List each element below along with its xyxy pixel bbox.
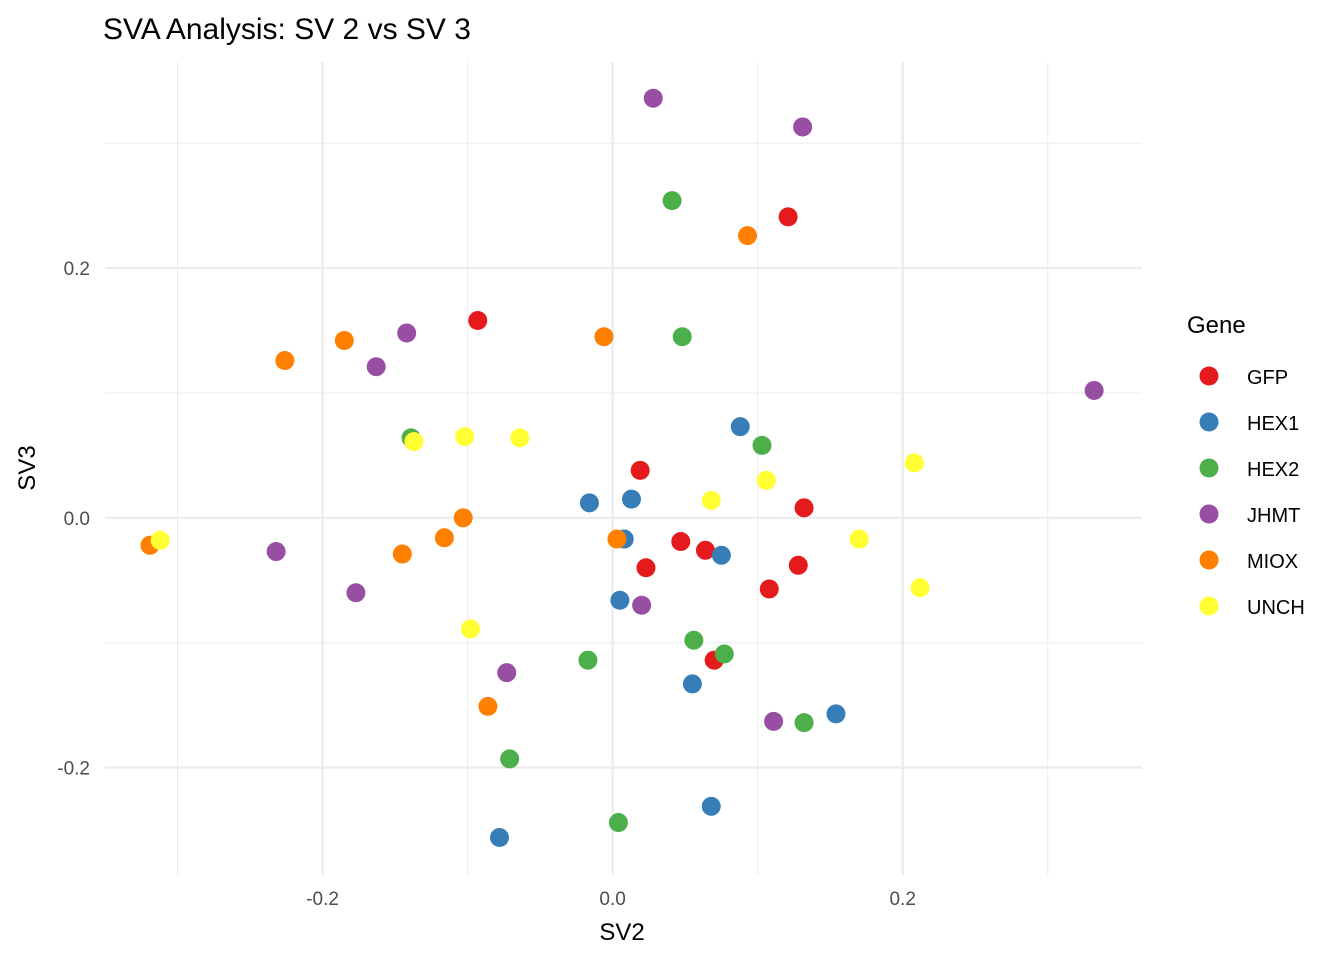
data-point-hex2: [608, 813, 628, 833]
data-point-miox: [334, 330, 354, 350]
data-point-jhmt: [764, 711, 784, 731]
y-tick-label: 0.2: [64, 259, 90, 280]
legend-key-hex1: [1199, 412, 1219, 432]
legend-key-gfp: [1199, 366, 1219, 386]
data-point-hex1: [701, 796, 721, 816]
y-tick-label: 0.0: [64, 509, 90, 530]
data-point-hex2: [714, 644, 734, 664]
data-point-unch: [150, 530, 170, 550]
x-axis-label: SV2: [599, 919, 644, 946]
legend: GFP HEX1 HEX2 JHMT MIOX UNCH: [1199, 366, 1305, 619]
data-point-miox: [453, 508, 473, 528]
data-point-unch: [404, 432, 424, 452]
data-point-unch: [756, 470, 776, 490]
data-point-gfp: [695, 540, 715, 560]
data-point-unch: [701, 490, 721, 510]
data-point-unch: [849, 529, 869, 549]
data-point-miox: [607, 529, 627, 549]
data-point-unch: [460, 619, 480, 639]
data-point-hex1: [730, 417, 750, 437]
y-tick-label: -0.2: [57, 759, 90, 780]
data-point-hex2: [662, 191, 682, 211]
data-point-hex1: [711, 545, 731, 565]
data-point-jhmt: [643, 88, 663, 108]
data-point-hex1: [489, 828, 509, 848]
legend-key-hex2: [1199, 458, 1219, 478]
legend-label: MIOX: [1247, 551, 1298, 573]
data-point-miox: [738, 226, 758, 246]
data-point-gfp: [788, 555, 808, 575]
data-point-jhmt: [266, 542, 286, 562]
data-point-miox: [478, 696, 498, 716]
data-point-hex1: [610, 590, 630, 610]
legend-label: GFP: [1247, 367, 1288, 389]
data-point-hex2: [500, 749, 520, 769]
y-axis-label: SV3: [14, 445, 41, 490]
grid: [105, 62, 1142, 875]
data-point-gfp: [468, 311, 488, 331]
data-point-jhmt: [497, 663, 517, 683]
data-point-unch: [455, 427, 475, 447]
axes: -0.2 0.0 0.2 -0.2 0.0 0.2: [57, 259, 916, 910]
data-point-gfp: [671, 532, 691, 552]
legend-title: Gene: [1187, 312, 1246, 339]
data-point-jhmt: [632, 595, 652, 615]
data-point-jhmt: [397, 323, 417, 343]
data-point-gfp: [630, 460, 650, 480]
data-point-unch: [510, 428, 530, 448]
legend-key-jhmt: [1199, 504, 1219, 524]
data-point-jhmt: [366, 357, 386, 377]
legend-key-miox: [1199, 550, 1219, 570]
data-point-hex2: [752, 435, 772, 455]
chart-title: SVA Analysis: SV 2 vs SV 3: [103, 13, 471, 46]
data-point-hex2: [794, 713, 814, 733]
data-point-unch: [904, 453, 924, 473]
data-point-hex1: [579, 493, 599, 513]
data-point-gfp: [759, 579, 779, 599]
data-point-hex2: [684, 630, 704, 650]
legend-label: JHMT: [1247, 505, 1300, 527]
points: [140, 88, 1104, 848]
data-point-jhmt: [1084, 380, 1104, 400]
data-point-gfp: [794, 498, 814, 518]
legend-key-unch: [1199, 596, 1219, 616]
data-point-unch: [910, 578, 930, 598]
data-point-gfp: [778, 207, 798, 227]
data-point-miox: [594, 327, 614, 347]
data-point-miox: [434, 528, 454, 548]
data-point-jhmt: [793, 117, 813, 137]
data-point-jhmt: [346, 583, 366, 603]
legend-label: UNCH: [1247, 597, 1305, 619]
x-tick-label: 0.0: [599, 889, 625, 910]
data-point-miox: [392, 544, 412, 564]
data-point-miox: [275, 350, 295, 370]
x-tick-label: 0.2: [889, 889, 915, 910]
data-point-gfp: [636, 558, 656, 578]
data-point-hex1: [826, 704, 846, 724]
x-tick-label: -0.2: [306, 889, 339, 910]
data-point-hex1: [682, 674, 702, 694]
data-point-hex2: [672, 327, 692, 347]
legend-label: HEX1: [1247, 413, 1299, 435]
data-point-hex1: [621, 489, 641, 509]
legend-label: HEX2: [1247, 459, 1299, 481]
data-point-hex2: [578, 650, 598, 670]
